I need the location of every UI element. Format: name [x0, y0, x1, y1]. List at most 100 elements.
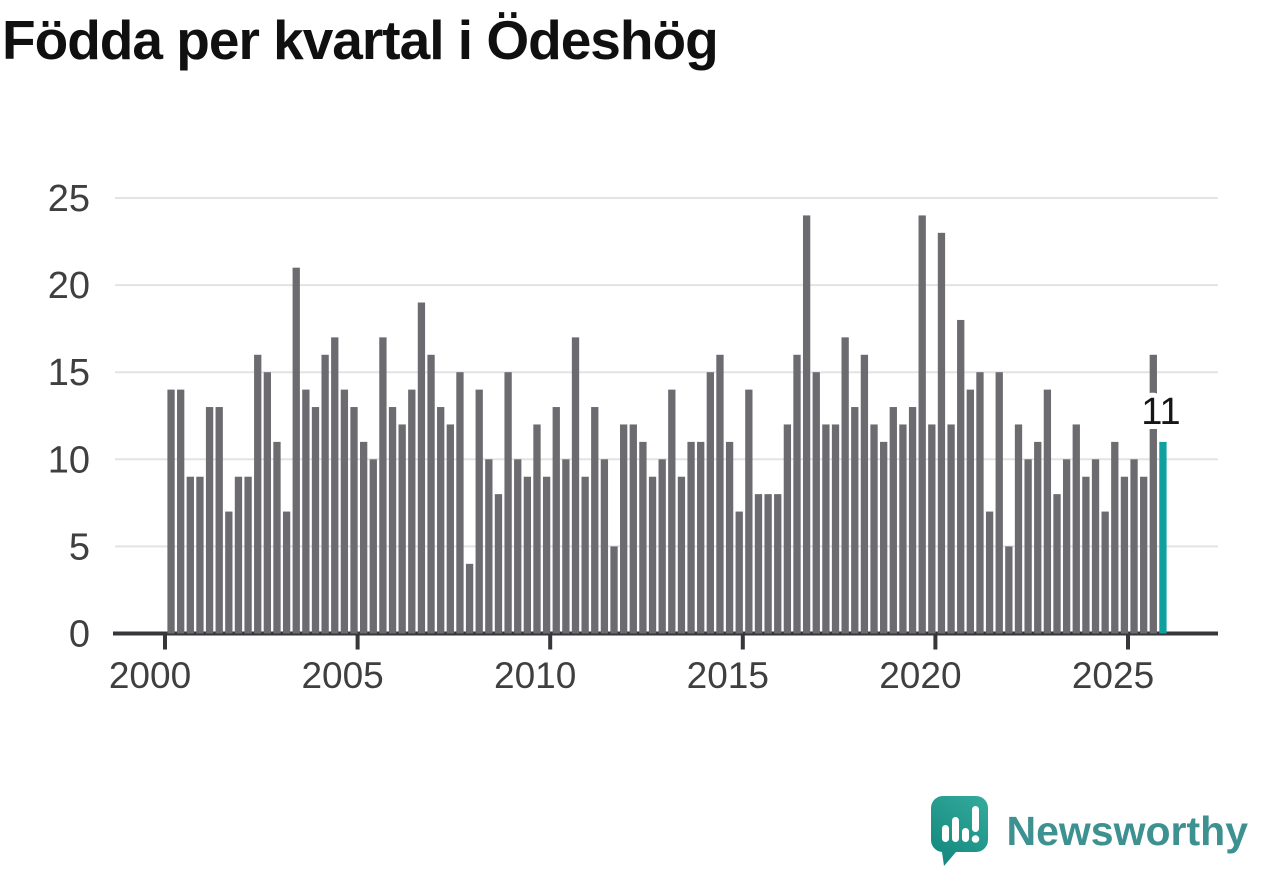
bar	[716, 354, 724, 634]
bar	[552, 407, 560, 634]
x-tick-label: 2005	[301, 655, 383, 696]
bar	[1101, 511, 1109, 634]
bar	[581, 476, 589, 634]
bar	[225, 511, 233, 634]
bar	[465, 563, 474, 634]
bar	[205, 407, 214, 634]
y-tick-label: 0	[69, 614, 90, 656]
bar	[331, 337, 339, 634]
bar	[918, 215, 926, 634]
highlighted-bar	[1159, 441, 1167, 634]
bar	[697, 441, 705, 634]
bar	[1005, 546, 1013, 634]
bar	[870, 424, 878, 634]
bar	[302, 389, 310, 634]
bar	[311, 407, 320, 634]
bar	[648, 476, 657, 634]
bar	[1062, 459, 1071, 634]
bar	[282, 511, 291, 634]
bar	[899, 424, 907, 634]
bar	[523, 476, 532, 634]
bar	[610, 546, 618, 634]
chart-title: Födda per kvartal i Ödeshög	[2, 9, 719, 71]
bar	[754, 494, 763, 634]
bar	[1130, 459, 1138, 634]
bar	[446, 424, 454, 634]
bar	[360, 441, 368, 634]
bar	[186, 476, 194, 634]
bar	[417, 302, 426, 634]
bar	[167, 389, 175, 634]
logo-bar-1	[941, 825, 949, 842]
bar	[1024, 459, 1032, 634]
bar	[562, 459, 570, 634]
bar	[860, 354, 869, 634]
bar	[591, 407, 599, 634]
x-tick-label: 2020	[879, 655, 961, 696]
bar	[985, 511, 994, 634]
bar	[1140, 476, 1148, 634]
logo-bar-3	[961, 828, 969, 842]
last-value-label: 11	[1141, 391, 1180, 433]
bar	[1014, 424, 1023, 634]
bar	[456, 372, 464, 634]
bar	[677, 476, 686, 634]
bar	[947, 424, 955, 634]
speech-bubble-shape	[930, 795, 988, 866]
bar	[668, 389, 676, 634]
bar	[822, 424, 830, 634]
bar	[215, 407, 223, 634]
bar	[735, 511, 743, 634]
bar	[880, 441, 888, 634]
y-tick-label: 10	[48, 439, 90, 481]
bar	[244, 476, 252, 634]
bar	[340, 389, 349, 634]
bar	[841, 337, 849, 634]
bar	[1043, 389, 1052, 634]
bar	[427, 354, 435, 634]
bar	[398, 424, 406, 634]
bar	[620, 424, 628, 634]
y-tick-label: 20	[48, 265, 90, 307]
bar	[764, 494, 772, 634]
bar	[350, 407, 358, 634]
bar	[571, 337, 580, 634]
bar	[831, 424, 840, 634]
bar	[321, 354, 329, 634]
bar	[196, 476, 204, 634]
bar	[1111, 441, 1119, 634]
bar	[1149, 354, 1157, 634]
bar	[388, 407, 397, 634]
bar	[995, 372, 1003, 634]
x-tick-label: 2000	[109, 655, 191, 696]
bar	[379, 337, 387, 634]
bar	[783, 424, 792, 634]
newsworthy-branding: Newsworthy	[930, 795, 1249, 867]
bar	[928, 424, 936, 634]
bar	[514, 459, 522, 634]
bar	[408, 389, 416, 634]
bar	[273, 441, 281, 634]
bar	[1034, 441, 1042, 634]
bar	[687, 441, 695, 634]
bar	[1091, 459, 1100, 634]
bar	[292, 267, 300, 634]
bar	[639, 441, 647, 634]
newsworthy-logo-text: Newsworthy	[1006, 807, 1249, 854]
bar	[177, 389, 185, 634]
bar	[774, 494, 782, 634]
bar	[957, 319, 965, 634]
bar	[234, 476, 243, 634]
newsworthy-logo-icon	[930, 795, 988, 866]
bar	[485, 459, 493, 634]
bar	[369, 459, 377, 634]
x-tick-label: 2015	[687, 655, 769, 696]
bar	[725, 441, 734, 634]
y-tick-label: 25	[48, 178, 90, 220]
bar	[812, 372, 820, 634]
bar	[889, 407, 897, 634]
bar	[658, 459, 666, 634]
bar	[437, 407, 445, 634]
